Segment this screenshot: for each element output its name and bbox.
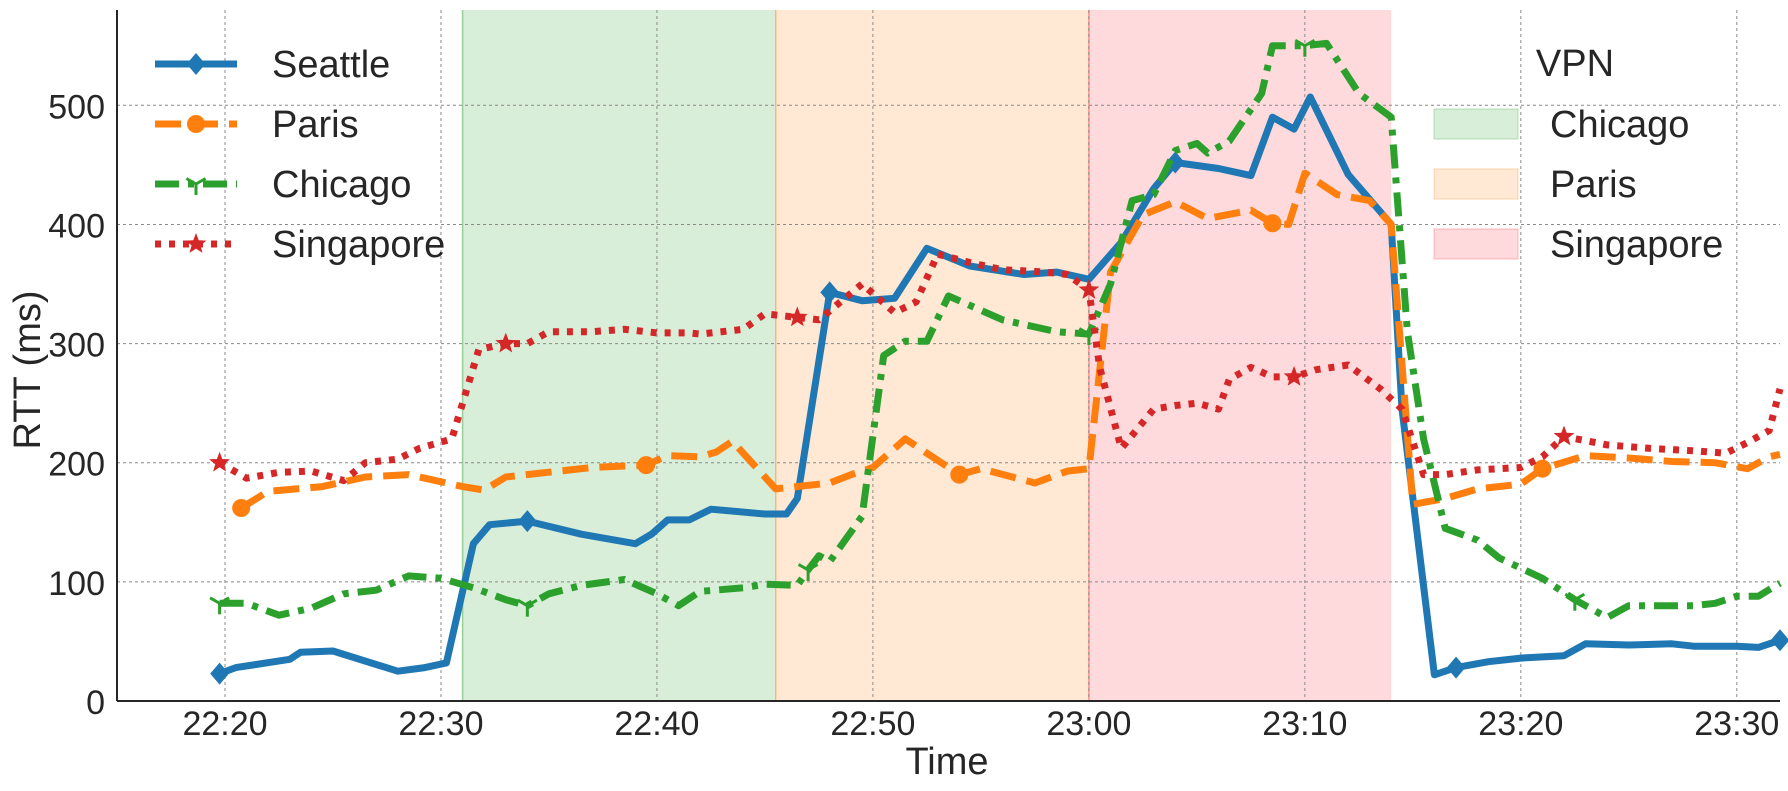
- data-point-seattle: [1165, 151, 1185, 174]
- data-point-seattle: [1770, 629, 1788, 652]
- data-point-seattle: [210, 662, 229, 685]
- data-point-chicago: [517, 598, 538, 617]
- y-tick-labels: 0 100 200 300 400 500: [48, 88, 105, 722]
- vpn-legend-label-chicago: Chicago: [1550, 104, 1689, 146]
- vpn-legend-swatch-chicago: [1433, 108, 1519, 140]
- x-tick-label: 23:00: [1046, 705, 1131, 743]
- y-tick-label: 500: [48, 88, 105, 126]
- data-point-singapore: [1553, 425, 1575, 446]
- legend-marker-chicago: [185, 177, 207, 195]
- data-point-chicago: [797, 563, 819, 581]
- x-tick-label: 23:30: [1694, 705, 1779, 743]
- series-line-paris: [239, 169, 1781, 511]
- data-point-paris: [950, 465, 969, 484]
- vpn-legend-label-paris: Paris: [1550, 164, 1637, 206]
- series-paris: [232, 169, 1781, 518]
- legend-marker-singapore: [185, 233, 207, 253]
- y-axis-label: RTT (ms): [7, 290, 49, 449]
- vpn-bands: [461, 10, 1392, 701]
- x-tick-label: 23:20: [1478, 705, 1563, 743]
- vpn-band-chicago: [462, 10, 776, 701]
- x-tick-label: 23:10: [1262, 705, 1347, 743]
- vpn-legend: VPN Chicago Paris Singapore: [1433, 43, 1723, 266]
- data-point-singapore: [786, 306, 808, 327]
- series-legend: Seattle Paris Chicago Singapore: [155, 44, 445, 266]
- x-axis-label: Time: [905, 741, 988, 783]
- data-point-chicago: [1294, 38, 1316, 57]
- y-tick-label: 400: [48, 207, 105, 245]
- vpn-legend-swatch-singapore: [1433, 228, 1519, 260]
- x-tick-label: 22:50: [830, 705, 915, 743]
- y-tick-label: 300: [48, 327, 105, 365]
- legend-label-seattle: Seattle: [272, 44, 390, 86]
- legend-label-chicago: Chicago: [272, 164, 411, 206]
- legend-marker-seattle: [186, 53, 206, 75]
- data-point-chicago: [209, 596, 230, 615]
- y-tick-label: 0: [86, 684, 105, 722]
- series-line-singapore: [217, 250, 1784, 485]
- legend-label-paris: Paris: [272, 104, 359, 146]
- series-line-seattle: [218, 93, 1782, 679]
- legend-label-singapore: Singapore: [272, 224, 445, 266]
- y-tick-label: 100: [48, 565, 105, 603]
- data-point-singapore: [1078, 279, 1100, 299]
- series-line-chicago: [219, 39, 1782, 622]
- axes: [116, 10, 1780, 702]
- data-point-paris: [1533, 459, 1552, 478]
- vpn-legend-title: VPN: [1536, 43, 1614, 85]
- series-lines: [209, 38, 1788, 685]
- vpn-band-singapore: [1088, 10, 1392, 701]
- vpn-legend-swatch-paris: [1433, 168, 1519, 200]
- data-point-paris: [637, 456, 656, 475]
- data-point-chicago: [1564, 592, 1586, 611]
- y-tick-label: 200: [48, 446, 105, 484]
- x-tick-label: 22:30: [398, 705, 483, 743]
- data-point-paris: [1263, 214, 1282, 233]
- data-point-singapore: [495, 332, 517, 353]
- data-point-seattle: [1446, 656, 1466, 679]
- x-tick-label: 22:40: [614, 705, 699, 743]
- x-tick-label: 22:20: [182, 705, 267, 743]
- series-seattle: [210, 93, 1788, 685]
- series-chicago: [209, 38, 1782, 622]
- x-tick-labels: 22:20 22:30 22:40 22:50 23:00 23:10 23:20 23:30: [182, 705, 1779, 743]
- vpn-band-paris: [775, 10, 1089, 701]
- data-point-seattle: [518, 510, 537, 533]
- series-singapore: [209, 250, 1784, 485]
- data-point-seattle: [820, 281, 840, 304]
- vpn-legend-label-singapore: Singapore: [1550, 224, 1723, 266]
- data-point-paris: [232, 498, 251, 518]
- data-point-singapore: [209, 451, 230, 472]
- data-point-singapore: [1283, 365, 1305, 386]
- legend-marker-paris: [186, 114, 206, 134]
